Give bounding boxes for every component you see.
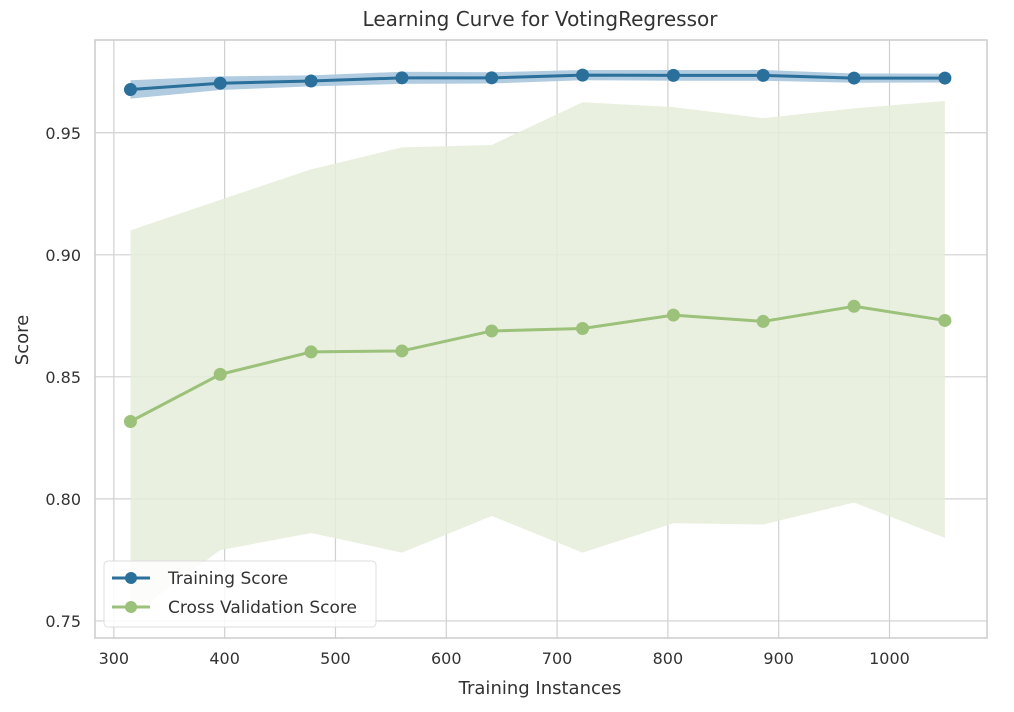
point-series-1-2 xyxy=(304,345,318,359)
point-series-1-5 xyxy=(576,322,590,336)
point-series-0-3 xyxy=(395,71,409,85)
x-tick-label-800: 800 xyxy=(653,649,684,668)
point-series-1-6 xyxy=(666,308,680,322)
point-series-1-1 xyxy=(213,367,227,381)
point-series-0-7 xyxy=(756,68,770,82)
legend-training-label: Training Score xyxy=(167,569,288,589)
band-series-1 xyxy=(130,101,945,617)
point-series-1-9 xyxy=(938,313,952,327)
y-tick-label-2: 0.85 xyxy=(45,368,81,387)
plot-frame xyxy=(94,39,988,639)
x-tick-label-1000: 1000 xyxy=(869,649,910,668)
tick-labels: 300 400 500 600 700 800 900 1000 0.75 0.80 0.85 0.9… xyxy=(45,124,909,668)
x-tick-label-300: 300 xyxy=(99,649,130,668)
x-tick-label-900: 900 xyxy=(763,649,794,668)
line-series-1 xyxy=(129,304,946,423)
x-tick-label-500: 500 xyxy=(320,649,351,668)
band-series-0 xyxy=(130,70,945,99)
point-series-0-8 xyxy=(847,71,861,85)
point-series-0-5 xyxy=(576,68,590,82)
legend-cv-label: Cross Validation Score xyxy=(168,598,357,618)
series-lines xyxy=(123,68,952,428)
legend-cv-marker xyxy=(125,601,137,613)
legend-training-marker xyxy=(125,572,137,584)
y-tick-label-4: 0.95 xyxy=(45,124,81,143)
x-tick-label-700: 700 xyxy=(542,649,573,668)
y-tick-label-0: 0.75 xyxy=(45,612,81,631)
confidence-bands xyxy=(130,70,945,617)
x-axis-title: Training Instances xyxy=(458,678,622,699)
point-series-0-4 xyxy=(485,71,499,85)
y-tick-label-1: 0.80 xyxy=(45,490,81,509)
point-series-0-0 xyxy=(123,83,137,97)
x-tick-label-600: 600 xyxy=(431,649,462,668)
point-series-1-4 xyxy=(485,324,499,338)
legend-box xyxy=(103,560,377,628)
point-series-1-3 xyxy=(395,344,409,358)
point-series-0-9 xyxy=(938,71,952,85)
y-axis-title: Score xyxy=(12,315,33,365)
y-tick-label-3: 0.90 xyxy=(45,246,81,265)
chart-title: Learning Curve for VotingRegressor xyxy=(363,7,719,31)
line-series-0 xyxy=(130,73,945,92)
legend: Training Score Cross Validation Score xyxy=(103,560,377,628)
point-series-0-2 xyxy=(304,74,318,88)
point-series-1-8 xyxy=(847,299,861,313)
point-series-0-6 xyxy=(666,68,680,82)
point-series-0-1 xyxy=(213,76,227,90)
x-tick-label-400: 400 xyxy=(209,649,240,668)
point-series-1-7 xyxy=(756,314,770,328)
point-series-1-0 xyxy=(123,414,137,428)
